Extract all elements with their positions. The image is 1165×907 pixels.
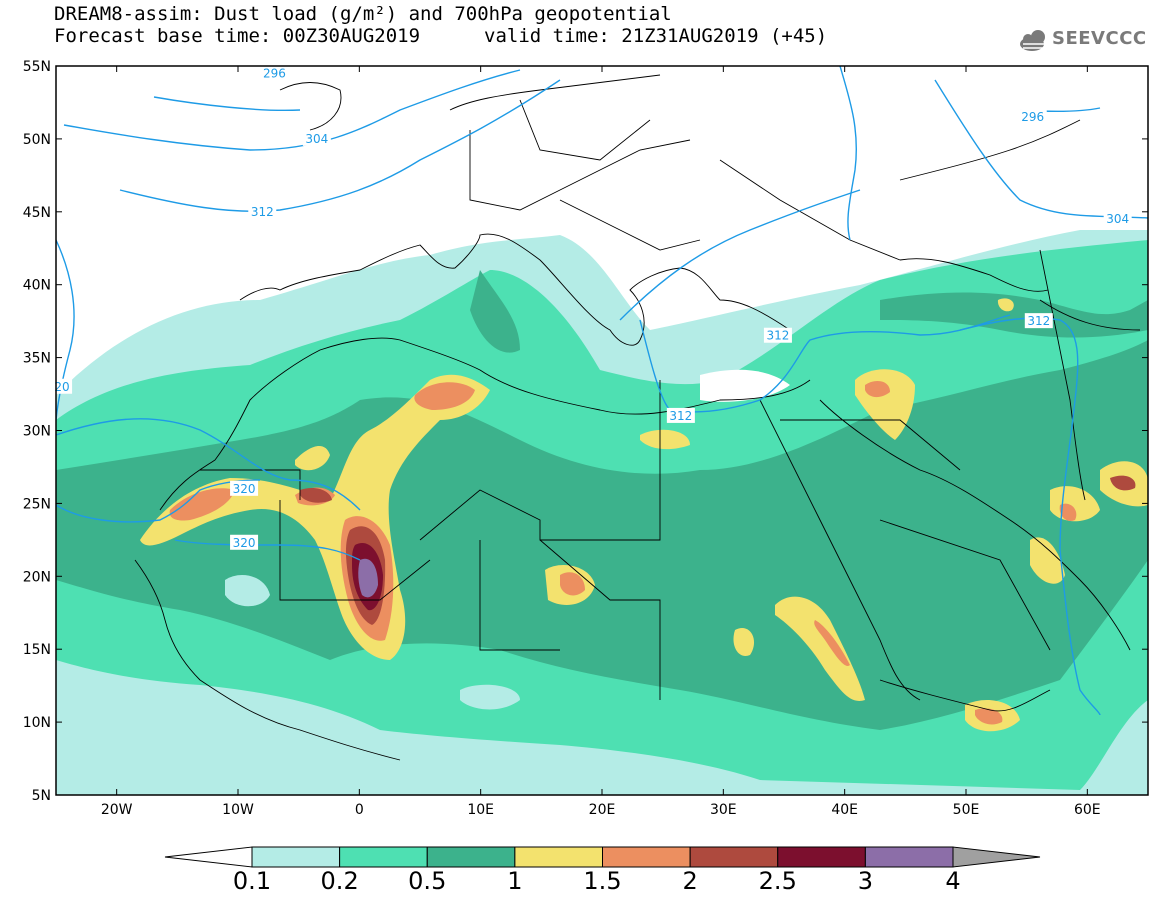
contour-label: 312	[1027, 314, 1050, 328]
colorbar-segment	[339, 846, 428, 868]
contour-label-bg	[302, 130, 331, 146]
colorbar-tick-label: 4	[945, 867, 961, 895]
colorbar-tick-label: 2.5	[758, 867, 797, 895]
lat-label: 15N	[23, 642, 51, 658]
forecast-base-time: Forecast base time: 00Z30AUG2019	[54, 25, 421, 47]
contour-label: 304	[1106, 212, 1129, 226]
contour-label: 312	[766, 329, 789, 343]
lon-label: 20E	[589, 802, 616, 818]
contour-label-bg	[1018, 109, 1047, 125]
contour-label: 304	[305, 132, 328, 146]
map-title: DREAM8-assim: Dust load (g/m²) and 700hP…	[54, 3, 672, 25]
lon-label: 60E	[1074, 802, 1101, 818]
coastlines	[134, 74, 1141, 761]
colorbar-segment	[689, 846, 779, 868]
longitude-labels: 20W 10W 0 10E 20E 30E 40E 50E 60E	[101, 802, 1101, 818]
colorbar-tick-label: 0.1	[232, 867, 272, 895]
contour-label-bg	[1024, 313, 1053, 329]
colorbar-tick-label: 0.5	[408, 867, 447, 895]
contour-label-bg	[52, 378, 73, 394]
contour-label: 320	[233, 536, 256, 550]
contour-label: 320	[233, 482, 256, 496]
seevccc-logo: SEEVCCC	[1052, 28, 1147, 49]
lat-label: 55N	[23, 59, 51, 75]
colorbar-tick-label: 2	[682, 867, 698, 895]
colorbar-tick-label: 0.2	[320, 867, 359, 895]
lat-label: 30N	[23, 424, 51, 440]
lon-label: 0	[355, 802, 364, 818]
lon-label: 20W	[101, 802, 133, 818]
colorbar-segment	[514, 846, 603, 868]
contour-label: 312	[251, 205, 274, 219]
contour-label-bg	[1103, 211, 1132, 227]
colorbar-segment	[602, 846, 691, 868]
lon-label: 10W	[222, 802, 254, 818]
latitude-labels: 55N 50N 45N 40N 35N 30N 25N 20N 15N 10N 5N	[23, 59, 51, 804]
axis-ticks	[56, 65, 1148, 796]
contour-label: 20	[54, 380, 69, 394]
lon-label: 40E	[831, 802, 858, 818]
dust-fields	[56, 230, 1148, 795]
cloud-icon	[1020, 30, 1045, 51]
contour-label-bg	[248, 203, 277, 219]
lat-label: 35N	[23, 351, 51, 367]
colorbar-segment	[777, 846, 866, 868]
lat-label: 20N	[23, 569, 51, 585]
colorbar-segment	[864, 846, 954, 868]
contour-label: 296	[263, 66, 286, 80]
colorbar-tick-label: 1	[507, 867, 523, 895]
valid-time: valid time: 21Z31AUG2019 (+45)	[484, 25, 828, 47]
contour-labels: 296 304 304 312 312 312 312 320 320 20 296	[52, 65, 1132, 550]
colorbar-tick-label: 3	[857, 867, 874, 895]
lat-label: 45N	[23, 205, 51, 221]
lat-label: 25N	[23, 496, 51, 512]
colorbar-low-arrow	[164, 846, 253, 868]
lat-label: 10N	[23, 715, 51, 731]
colorbar-segment	[426, 846, 516, 868]
lon-label: 30E	[710, 802, 737, 818]
contour-label-bg	[230, 534, 259, 550]
contour-label-bg	[260, 65, 289, 81]
contour-label-bg	[666, 407, 695, 423]
contour-label-bg	[230, 480, 259, 496]
colorbar-high-arrow	[952, 846, 1041, 868]
contour-label: 296	[1021, 110, 1044, 124]
contour-label: 312	[669, 409, 692, 423]
colorbar-segment	[251, 846, 341, 868]
lon-label: 10E	[467, 802, 494, 818]
lat-label: 5N	[32, 788, 51, 804]
contour-label-bg	[763, 327, 792, 343]
lat-label: 50N	[23, 132, 51, 148]
lat-label: 40N	[23, 278, 51, 294]
colorbar-tick-label: 1.5	[583, 867, 622, 895]
lon-label: 50E	[953, 802, 980, 818]
